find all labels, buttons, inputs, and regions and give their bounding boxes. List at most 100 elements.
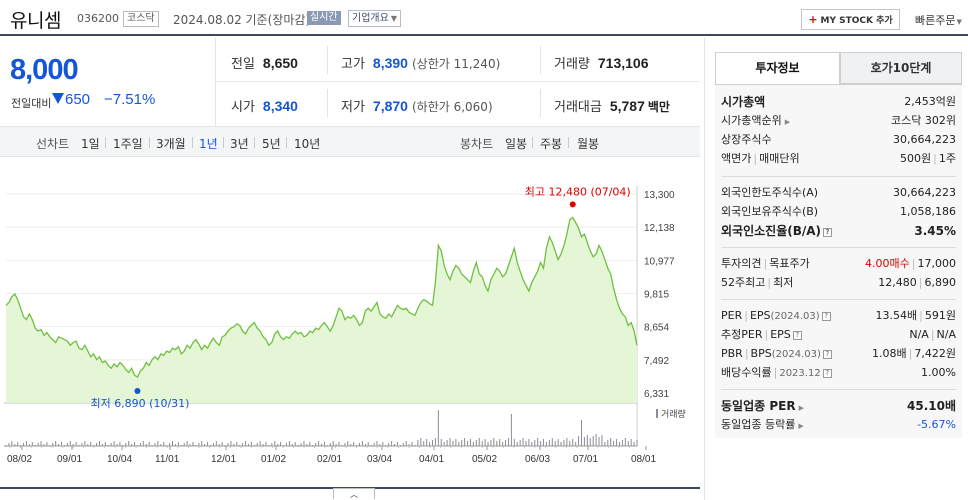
eps-label: EPS	[749, 309, 771, 322]
price-chart: 13,300 12,138 10,977 9,815 8,654 7,492 6,331 최고…	[0, 158, 700, 498]
quick-order-label: 빠른주문	[915, 14, 956, 27]
stat-volume-label: 거래량	[554, 57, 590, 72]
divider	[223, 137, 224, 148]
candle-weekly[interactable]: 주봉	[540, 137, 563, 151]
add-my-stock-label: MY STOCK 추가	[820, 16, 893, 26]
high-annotation: 최고 12,480 (07/04)	[525, 185, 631, 198]
price-area	[6, 217, 637, 403]
y-tick-label: 9,815	[644, 290, 669, 301]
line-chart-label: 선차트	[36, 137, 70, 151]
help-icon[interactable]: ?	[792, 331, 802, 340]
divider	[327, 89, 328, 117]
week52-low-label: 최저	[773, 276, 794, 289]
realtime-button[interactable]: 실시간	[307, 11, 341, 25]
invest-info-body: 시가총액 2,453억원 시가총액순위 ▶ 코스닥 302위 상장주식수 30,664,…	[715, 84, 962, 438]
x-tick-label: 12/01	[211, 454, 236, 465]
chevron-down-icon: ▼	[956, 18, 962, 26]
sector-change-label: 동일업종 등락률	[721, 418, 796, 431]
help-icon[interactable]: ?	[823, 228, 833, 237]
caret-right-icon[interactable]: ▶	[798, 404, 804, 412]
stat-amount-label: 거래대금	[554, 100, 602, 115]
y-tick-label: 10,977	[644, 256, 675, 267]
dividend-value: 1.00%	[921, 366, 956, 379]
plus-icon: +	[808, 13, 818, 26]
y-tick-label: 13,300	[644, 190, 675, 201]
invest-info-panel: 투자정보 호가10단계 시가총액 2,453억원 시가총액순위 ▶ 코스닥 302위 …	[704, 38, 968, 500]
divider	[216, 81, 700, 82]
add-my-stock-button[interactable]: + MY STOCK 추가	[801, 9, 900, 30]
stat-prev: 전일 8,650	[231, 53, 298, 72]
row-dividend: 배당수익률 | 2023.12? 1.00%	[721, 364, 956, 382]
bps-label: BPS	[750, 347, 772, 360]
invest-tabs: 투자정보 호가10단계	[715, 52, 962, 84]
tab-orderbook[interactable]: 호가10단계	[840, 52, 962, 84]
stat-lower-limit: (하한가 6,060)	[411, 100, 493, 114]
stat-open-label: 시가	[231, 100, 255, 115]
help-icon[interactable]: ?	[822, 350, 832, 359]
stat-prev-label: 전일	[231, 57, 255, 72]
period-1d[interactable]: 1일	[81, 137, 100, 151]
diff-label: 전일대비	[11, 97, 52, 110]
divider	[568, 137, 569, 148]
y-tick-label: 12,138	[644, 223, 675, 234]
sector-per-value: 45.10배	[907, 399, 956, 413]
caret-right-icon[interactable]: ▶	[784, 118, 791, 126]
x-tick-label: 11/01	[155, 454, 180, 465]
x-tick-label: 02/01	[317, 454, 342, 465]
help-icon[interactable]: ?	[821, 312, 831, 321]
period-5y[interactable]: 5년	[262, 137, 281, 151]
pbr-label: PBR	[721, 347, 743, 360]
bps-period: (2024.03)	[771, 349, 821, 360]
stat-volume: 거래량 713,106	[554, 53, 649, 72]
current-price-panel: 8,000 전일대비 650 −7.51%	[0, 38, 215, 122]
trade-unit-value: 1주	[938, 152, 956, 165]
week52-high-value: 12,480	[878, 276, 917, 289]
down-arrow-icon	[52, 93, 64, 104]
help-icon[interactable]: ?	[822, 369, 832, 378]
foreign-hold-value: 1,058,186	[900, 205, 956, 218]
divider	[721, 247, 956, 248]
pbr-value: 1.08배	[872, 347, 907, 360]
foreign-hold-label: 외국인보유주식수(B)	[721, 205, 819, 218]
stat-open-value: 8,340	[262, 98, 298, 114]
stat-volume-value: 713,106	[597, 55, 649, 71]
row-par-value: 액면가 | 매매단위 500원 | 1주	[721, 152, 956, 165]
market-cap-label: 시가총액	[721, 95, 766, 109]
row-sector-per: 동일업종 PER ▶ 45.10배	[721, 397, 956, 415]
target-price-label: 목표주가	[769, 257, 810, 270]
period-3m[interactable]: 3개월	[156, 137, 186, 151]
corp-info-dropdown[interactable]: 기업개요 ▼	[348, 10, 401, 27]
stat-amount-value: 5,787	[609, 98, 645, 114]
est-eps-label: EPS	[770, 328, 791, 341]
stock-header: 유니셈 036200 코스닥 2024.08.02 기준(장마감) 실시간 기업…	[0, 0, 968, 36]
caret-right-icon[interactable]: ▶	[798, 422, 804, 430]
current-price: 8,000	[10, 54, 79, 86]
stat-high-value: 8,390	[372, 55, 408, 71]
foreign-ratio-value: 3.45%	[914, 224, 956, 238]
x-tick-label: 06/03	[525, 454, 550, 465]
tab-invest-info[interactable]: 투자정보	[715, 52, 840, 84]
period-1y[interactable]: 1년	[199, 137, 218, 151]
stat-prev-value: 8,650	[262, 55, 298, 71]
x-tick-label: 01/02	[261, 454, 286, 465]
divider	[540, 46, 541, 74]
divider	[192, 137, 193, 148]
period-10y[interactable]: 10년	[294, 137, 321, 151]
row-foreign-limit: 외국인한도주식수(A) 30,664,223	[721, 184, 956, 202]
chevron-up-icon: ︿	[350, 490, 358, 499]
candle-daily[interactable]: 일봉	[505, 137, 528, 151]
eps-period: (2024.03)	[770, 311, 820, 322]
candle-monthly[interactable]: 월봉	[577, 137, 600, 151]
x-tick-label: 03/04	[367, 454, 392, 465]
row-per: PER | EPS(2024.03)? 13.54배 | 591원	[721, 309, 956, 322]
x-tick-label: 10/04	[107, 454, 132, 465]
period-1w[interactable]: 1주일	[113, 137, 143, 151]
stat-low: 저가 7,870 (하한가 6,060)	[341, 96, 493, 115]
period-3y[interactable]: 3년	[230, 137, 249, 151]
quick-order-button[interactable]: 빠른주문▼	[915, 12, 962, 28]
eps-value: 591원	[924, 309, 956, 322]
stat-high-label: 고가	[341, 57, 365, 72]
chart-scroll-button[interactable]: ︿	[333, 488, 375, 499]
market-cap-rank-value: 코스닥 302위	[891, 114, 956, 127]
row-sector-change: 동일업종 등락률 ▶ -5.67%	[721, 416, 956, 434]
